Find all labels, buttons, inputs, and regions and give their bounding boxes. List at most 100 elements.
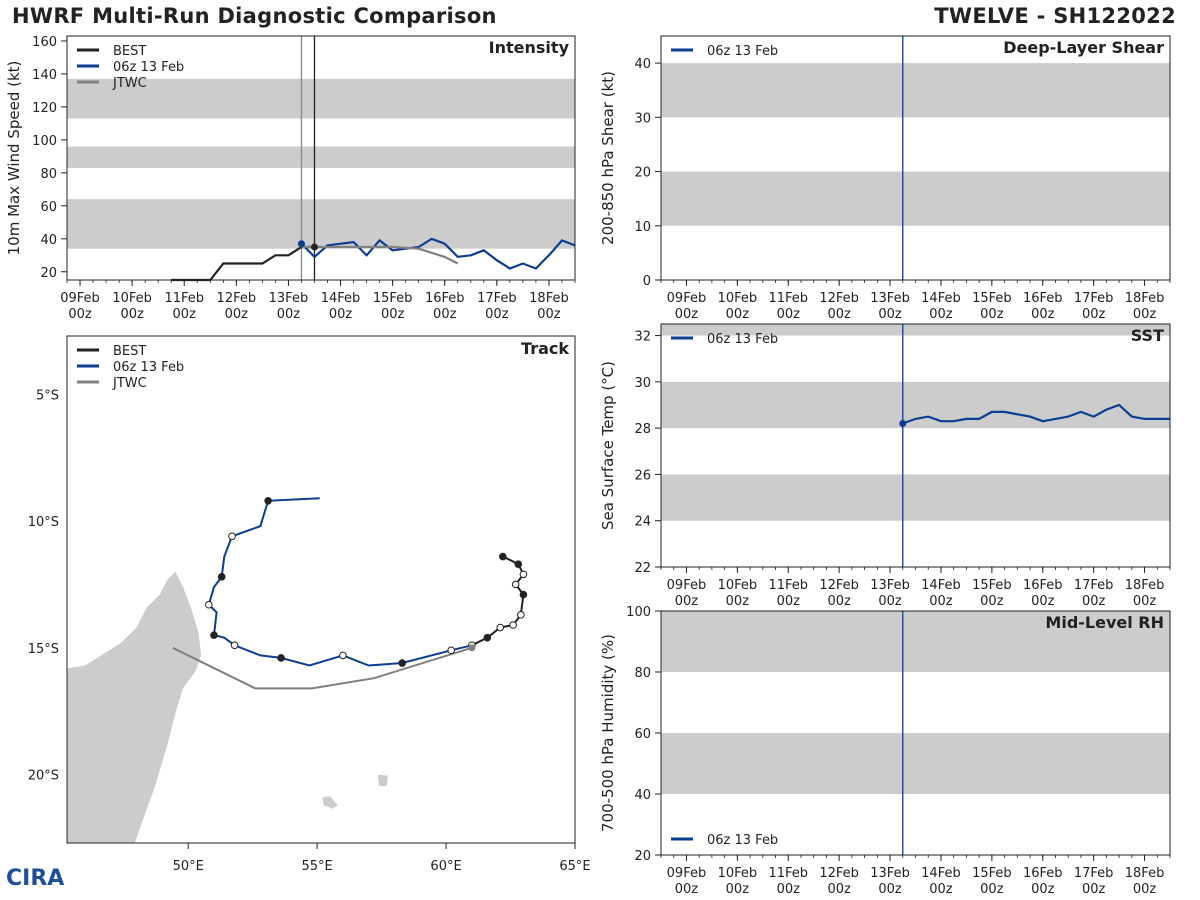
x-tick-label: 10Feb (718, 578, 758, 593)
x-tick-label: 00z (1082, 882, 1106, 897)
x-tick-label: 12Feb (819, 866, 859, 881)
x-tick-label: 60°E (430, 859, 461, 874)
y-tick-label: 160 (32, 35, 57, 50)
x-tick-label: 14Feb (921, 578, 961, 593)
panel-title: Mid-Level RH (1045, 613, 1164, 632)
x-tick-label: 17Feb (1074, 866, 1114, 881)
track-marker (447, 646, 456, 655)
track-marker (483, 633, 492, 642)
track-marker (217, 573, 226, 581)
y-tick-label: 22 (634, 561, 651, 576)
rh-legend: 06z 13 Feb (671, 833, 778, 848)
track-marker (519, 590, 528, 599)
x-tick-label: 13Feb (870, 866, 910, 881)
x-tick-label: 09Feb (667, 291, 707, 306)
y-tick-label: 120 (32, 101, 57, 116)
landmasses (67, 571, 388, 843)
x-tick-label: 00z (1133, 882, 1157, 897)
x-tick-label: 00z (878, 307, 902, 322)
x-tick-label: 00z (277, 307, 301, 322)
x-tick-label: 14Feb (321, 291, 361, 306)
x-tick-label: 15Feb (373, 291, 413, 306)
y-tick-label: 20°S (28, 769, 59, 784)
x-tick-label: 00z (1031, 307, 1055, 322)
shaded-band (67, 78, 575, 119)
x-tick-label: 11Feb (768, 291, 808, 306)
x-tick-label: 00z (980, 594, 1004, 609)
x-tick-label: 11Feb (164, 291, 204, 306)
x-tick-label: 09Feb (60, 291, 100, 306)
cira-logo-text: CIRA (6, 866, 65, 891)
x-tick-label: 00z (929, 307, 953, 322)
legend-label: 06z 13 Feb (707, 44, 778, 59)
y-tick-label: 5°S (36, 388, 59, 403)
x-tick-label: 16Feb (1023, 578, 1063, 593)
x-tick-label: 12Feb (819, 578, 859, 593)
x-tick-label: 13Feb (269, 291, 309, 306)
plot-frame (66, 35, 576, 281)
x-tick-label: 00z (68, 307, 92, 322)
x-tick-label: 18Feb (1125, 291, 1165, 306)
x-tick-label: 09Feb (667, 578, 707, 593)
track-marker (496, 623, 505, 632)
x-tick-label: 18Feb (1125, 578, 1165, 593)
shaded-band (661, 381, 1170, 429)
intensity-panel: 2040608010012014016009Feb00z10Feb00z11Fe… (5, 35, 576, 322)
x-tick-label: 15Feb (972, 291, 1012, 306)
y-axis-label: 10m Max Wind Speed (kt) (5, 61, 23, 256)
x-tick-label: 00z (485, 307, 509, 322)
x-tick-label: 10Feb (718, 291, 758, 306)
series-line-best (171, 245, 315, 282)
y-tick-label: 60 (40, 200, 57, 215)
init-marker (899, 420, 907, 428)
track-marker (398, 659, 407, 667)
x-tick-label: 00z (980, 307, 1004, 322)
track-marker (210, 631, 218, 639)
panel-title: Intensity (489, 38, 570, 57)
x-tick-label: 12Feb (217, 291, 257, 306)
x-tick-label: 14Feb (921, 291, 961, 306)
track-marker (509, 621, 517, 629)
page-title: HWRF Multi-Run Diagnostic Comparison (12, 4, 497, 28)
x-tick-label: 00z (827, 307, 851, 322)
shaded-band (67, 146, 575, 168)
shaded-band (661, 611, 1170, 672)
y-tick-label: 100 (626, 605, 651, 620)
cira-logo: CIRA (6, 866, 64, 891)
y-tick-label: 60 (634, 727, 651, 742)
series-line-06z-13-feb (902, 403, 1170, 425)
y-tick-label: 40 (634, 57, 651, 72)
mauritius-island (377, 774, 388, 786)
sst-panel: 22242628303209Feb00z10Feb00z11Feb00z12Fe… (599, 323, 1171, 609)
shaded-band (661, 63, 1170, 118)
x-tick-label: 15Feb (972, 866, 1012, 881)
legend-label: JTWC (112, 376, 147, 391)
x-tick-label: 00z (827, 594, 851, 609)
x-tick-label: 00z (381, 307, 405, 322)
x-tick-label: 17Feb (1074, 578, 1114, 593)
track-marker (517, 611, 525, 619)
x-tick-label: 18Feb (529, 291, 569, 306)
x-tick-label: 17Feb (477, 291, 517, 306)
shear-panel: 01020304009Feb00z10Feb00z11Feb00z12Feb00… (599, 35, 1171, 322)
track-marker (511, 580, 520, 589)
x-tick-label: 00z (827, 882, 851, 897)
track-marker (519, 570, 528, 579)
x-tick-label: 00z (980, 882, 1004, 897)
track-marker (205, 600, 213, 609)
y-tick-label: 0 (643, 274, 651, 289)
x-tick-label: 00z (1133, 307, 1157, 322)
x-tick-label: 00z (878, 594, 902, 609)
x-tick-label: 00z (225, 307, 249, 322)
x-tick-label: 00z (537, 307, 561, 322)
legend-label: 06z 13 Feb (707, 833, 778, 848)
x-tick-label: 00z (726, 307, 750, 322)
y-tick-label: 20 (40, 266, 57, 281)
x-tick-label: 09Feb (667, 866, 707, 881)
x-tick-label: 13Feb (870, 578, 910, 593)
jtwc-start-marker (468, 644, 476, 652)
x-tick-label: 00z (777, 882, 801, 897)
rh-panel: 2040608010009Feb00z10Feb00z11Feb00z12Feb… (599, 605, 1171, 897)
track-line-06z-13-feb (207, 497, 473, 667)
